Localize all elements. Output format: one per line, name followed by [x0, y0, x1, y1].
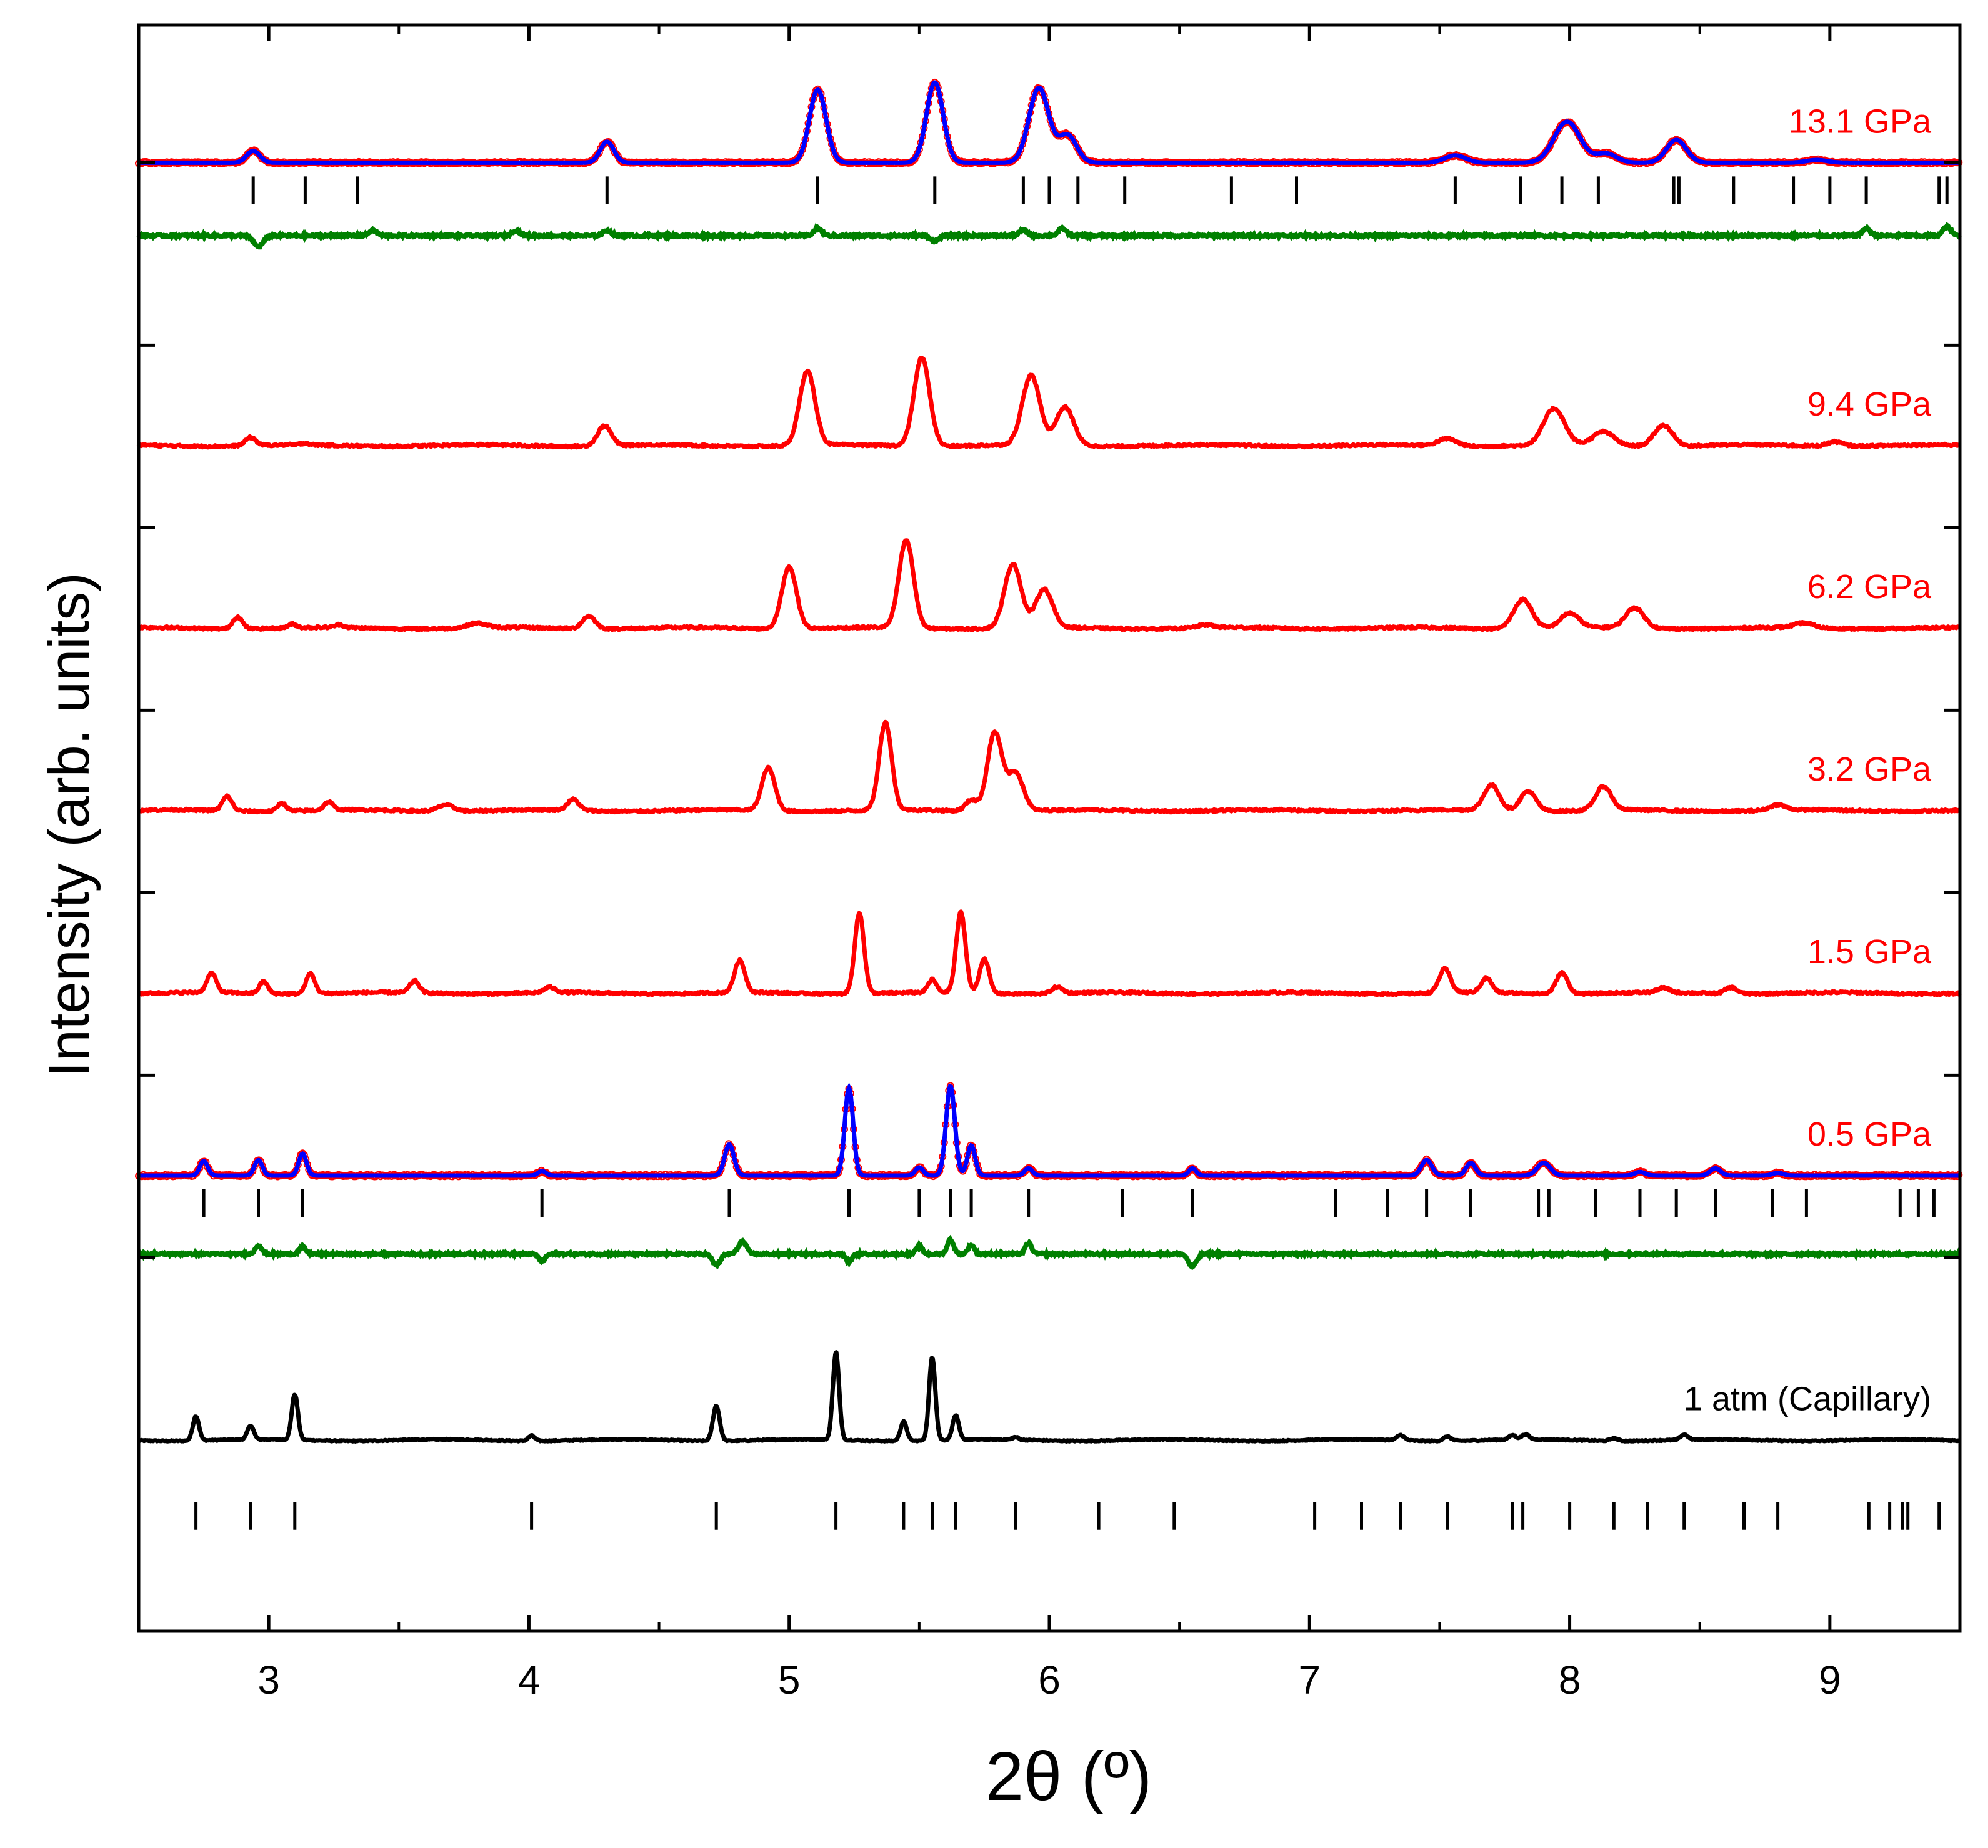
pressure-label-0-5-gpa: 0.5 GPa — [1807, 1116, 1932, 1153]
x-tick-label: 5 — [778, 1657, 801, 1702]
plot-frame — [137, 23, 1962, 1633]
pressure-label-1-5-gpa: 1.5 GPa — [1807, 933, 1932, 971]
plot-area: 1 atm (Capillary) 0.5 GPa 1.5 GPa 3.2 GPa 6.… — [135, 78, 1963, 1530]
pattern-line-3-2-gpa — [137, 719, 1961, 815]
pressure-label-1-atm-capillary: 1 atm (Capillary) — [1684, 1380, 1931, 1417]
pressure-label-9-4-gpa: 9.4 GPa — [1807, 386, 1932, 423]
x-tick-label: 9 — [1819, 1657, 1841, 1702]
x-tick-label: 6 — [1038, 1657, 1061, 1702]
pressure-label-6-2-gpa: 6.2 GPa — [1807, 568, 1932, 606]
pattern-line-1-atm-capillary — [137, 1350, 1961, 1444]
x-tick-label: 8 — [1559, 1657, 1581, 1702]
fit-line-0-5-gpa — [139, 1082, 1960, 1178]
pattern-line-9-4-gpa — [136, 356, 1961, 450]
pattern-line-6-2-gpa — [137, 538, 1961, 632]
y-axis-label: Intensity (arb. units) — [37, 572, 101, 1077]
fit-line-13-1-gpa — [139, 80, 1960, 165]
x-axis-label: 2θ (º) — [986, 1738, 1152, 1815]
pressure-label-13-1-gpa: 13.1 GPa — [1789, 102, 1932, 140]
x-tick-label: 4 — [518, 1657, 541, 1702]
pattern-line-1-5-gpa — [137, 909, 1962, 997]
difference-line-13-1-gpa — [136, 222, 1962, 250]
pressure-label-3-2-gpa: 3.2 GPa — [1807, 751, 1932, 788]
axis-ticks: 3 4 5 6 7 8 9 — [137, 25, 1961, 1702]
x-tick-label: 3 — [257, 1657, 280, 1702]
difference-line-0-5-gpa — [136, 1234, 1962, 1271]
x-tick-label: 7 — [1298, 1657, 1321, 1702]
